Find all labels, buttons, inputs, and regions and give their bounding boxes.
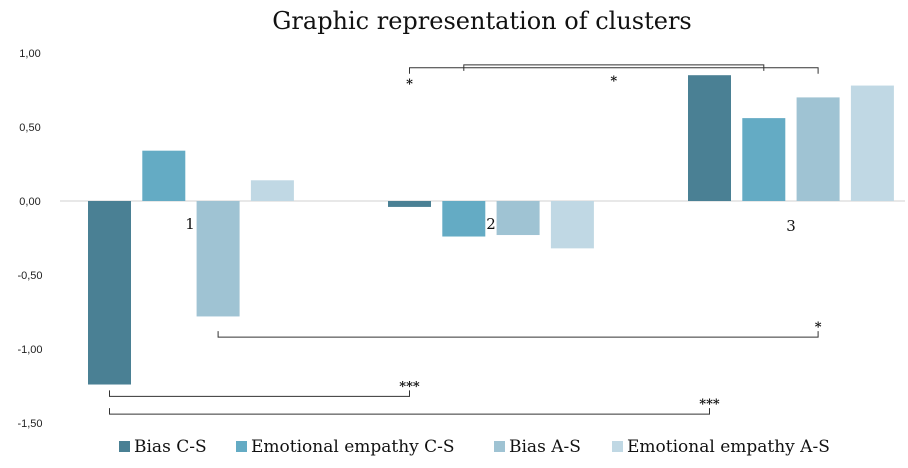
bar-emotional-empathy-a-s-cluster-1: [250, 180, 294, 201]
y-tick-label: -0,50: [17, 270, 42, 282]
bar-bias-a-s-cluster-2: [496, 201, 540, 236]
significance-bracket: [109, 408, 710, 415]
bar-bias-a-s-cluster-1: [196, 201, 240, 317]
chart-title: Graphic representation of clusters: [272, 7, 692, 35]
legend-swatch: [236, 441, 247, 452]
y-tick-label: 0,00: [19, 196, 40, 208]
significance-label: ***: [699, 397, 720, 412]
legend-label: Bias A-S: [509, 437, 581, 457]
bar-emotional-empathy-c-s-cluster-2: [442, 201, 486, 237]
bar-emotional-empathy-c-s-cluster-1: [142, 150, 186, 201]
y-tick-label: 0,50: [19, 122, 40, 134]
legend-label: Bias C-S: [134, 437, 207, 457]
bar-bias-c-s-cluster-1: [88, 201, 131, 385]
legend-swatch: [612, 441, 623, 452]
y-tick-label: -1,00: [17, 344, 42, 356]
significance-brackets: *********: [109, 64, 822, 415]
significance-label: *: [406, 77, 413, 92]
legend: Bias C-S Emotional empathy C-S Bias A-S Emo…: [119, 437, 830, 457]
significance-label: *: [815, 320, 822, 335]
bar-emotional-empathy-a-s-cluster-2: [550, 201, 594, 249]
category-label-1: 1: [185, 215, 195, 233]
bar-emotional-empathy-a-s-cluster-3: [850, 85, 894, 201]
y-tick-label: 1,00: [19, 48, 40, 60]
bar-emotional-empathy-c-s-cluster-3: [742, 118, 786, 201]
significance-bracket: [217, 331, 819, 338]
category-label-3: 3: [786, 217, 796, 235]
category-labels: 1 2 3: [185, 215, 796, 235]
significance-bracket: [109, 390, 410, 397]
y-axis: 1,00 0,50 0,00 -0,50 -1,00 -1,50: [17, 48, 42, 430]
bar-bias-c-s-cluster-3: [688, 75, 731, 201]
bar-bias-a-s-cluster-3: [796, 97, 840, 201]
significance-bracket: [409, 67, 819, 74]
y-tick-label: -1,50: [17, 418, 42, 430]
category-label-2: 2: [486, 215, 496, 233]
significance-label: *: [610, 74, 617, 89]
legend-swatch: [494, 441, 505, 452]
significance-label: ***: [399, 379, 420, 394]
legend-label: Emotional empathy C-S: [251, 437, 455, 457]
legend-label: Emotional empathy A-S: [627, 437, 830, 457]
legend-swatch: [119, 441, 130, 452]
bar-bias-c-s-cluster-2: [388, 201, 431, 207]
bars-group: [88, 75, 894, 385]
